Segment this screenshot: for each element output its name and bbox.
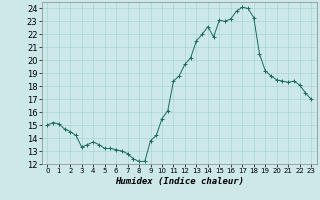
X-axis label: Humidex (Indice chaleur): Humidex (Indice chaleur) bbox=[115, 177, 244, 186]
